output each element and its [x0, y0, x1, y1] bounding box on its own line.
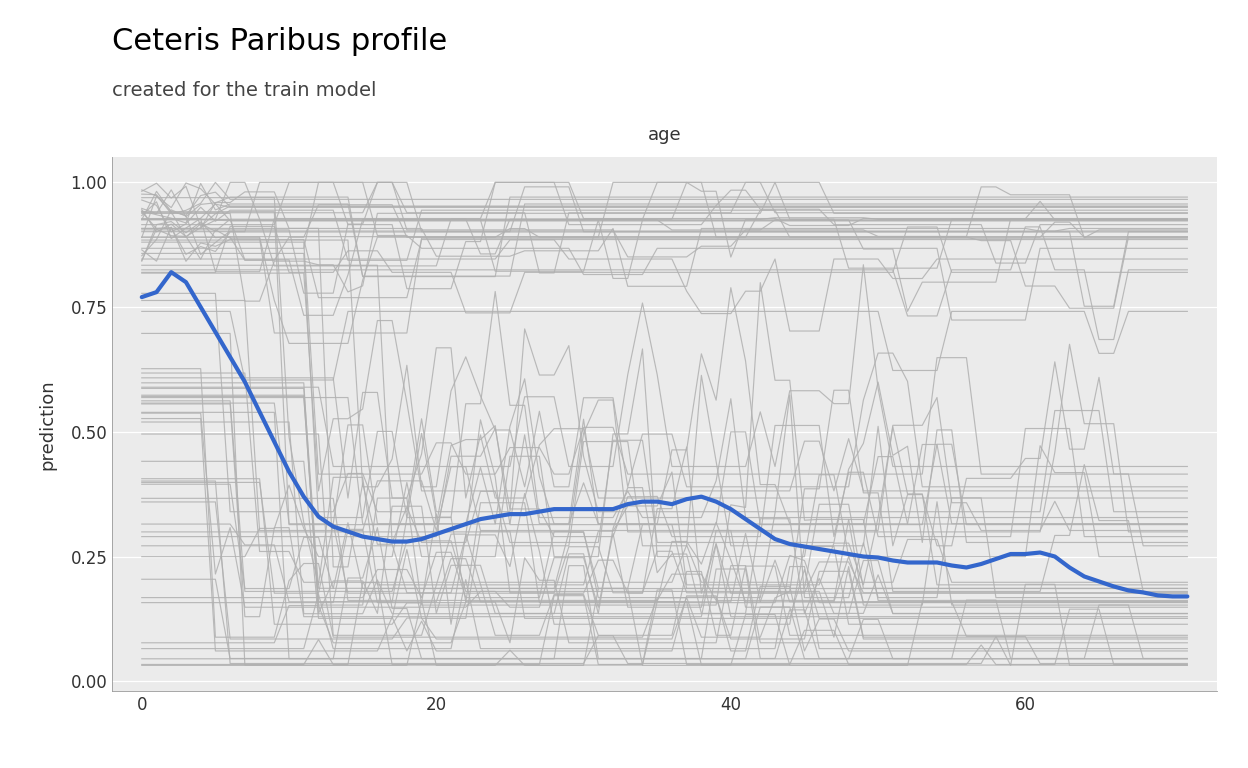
Text: age: age — [648, 126, 681, 144]
Text: Ceteris Paribus profile: Ceteris Paribus profile — [112, 27, 448, 56]
Y-axis label: prediction: prediction — [39, 379, 56, 470]
Text: created for the train model: created for the train model — [112, 81, 377, 100]
